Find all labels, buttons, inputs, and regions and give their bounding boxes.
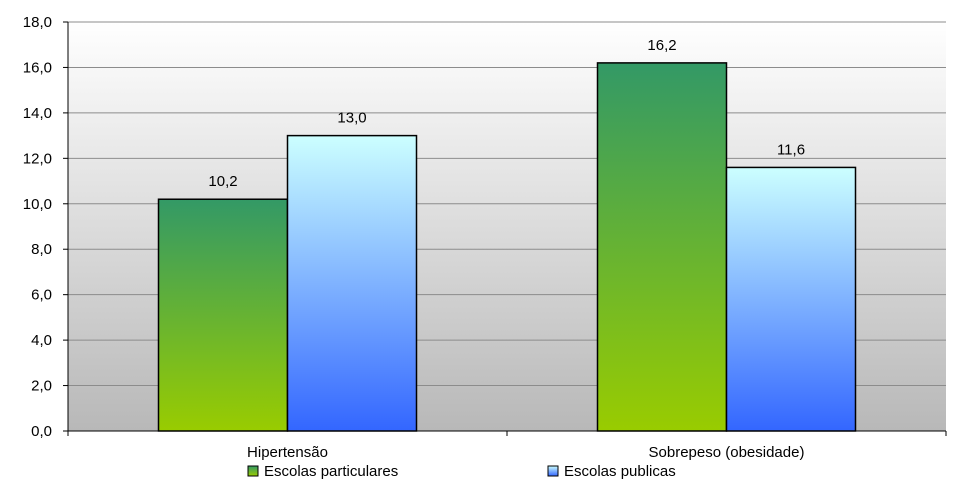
x-category-label: Sobrepeso (obesidade) <box>649 444 805 461</box>
bar <box>157 198 289 432</box>
legend-swatch <box>547 465 559 477</box>
labels: 0,0 2,0 4,0 6,0 8,0 10,0 12,0 14,0 16,0 18,0 10,2 1… <box>23 14 805 461</box>
y-tick-label: 10,0 <box>23 196 52 213</box>
data-label: 13,0 <box>337 110 366 127</box>
y-tick-label: 12,0 <box>23 150 52 167</box>
data-label: 11,6 <box>777 141 805 158</box>
legend-label: Escolas publicas <box>564 463 676 480</box>
x-category-label: Hipertensão <box>247 444 328 461</box>
legend-swatch <box>247 465 259 477</box>
y-tick-label: 8,0 <box>31 241 52 258</box>
y-tick-label: 4,0 <box>31 332 52 349</box>
legend: Escolas particulares Escolas publicas <box>247 463 676 480</box>
y-tick-label: 16,0 <box>23 59 52 76</box>
axes <box>63 21 947 436</box>
y-tick-label: 18,0 <box>23 14 52 31</box>
legend-label: Escolas particulares <box>264 463 398 480</box>
y-tick-label: 6,0 <box>31 287 52 304</box>
bars <box>157 62 857 432</box>
y-tick-label: 14,0 <box>23 105 52 122</box>
bar <box>596 62 728 432</box>
bar <box>725 166 857 432</box>
data-label: 10,2 <box>208 173 237 190</box>
bar <box>286 134 418 432</box>
data-label: 16,2 <box>647 37 676 54</box>
y-tick-label: 2,0 <box>31 378 52 395</box>
y-tick-label: 0,0 <box>31 423 52 440</box>
